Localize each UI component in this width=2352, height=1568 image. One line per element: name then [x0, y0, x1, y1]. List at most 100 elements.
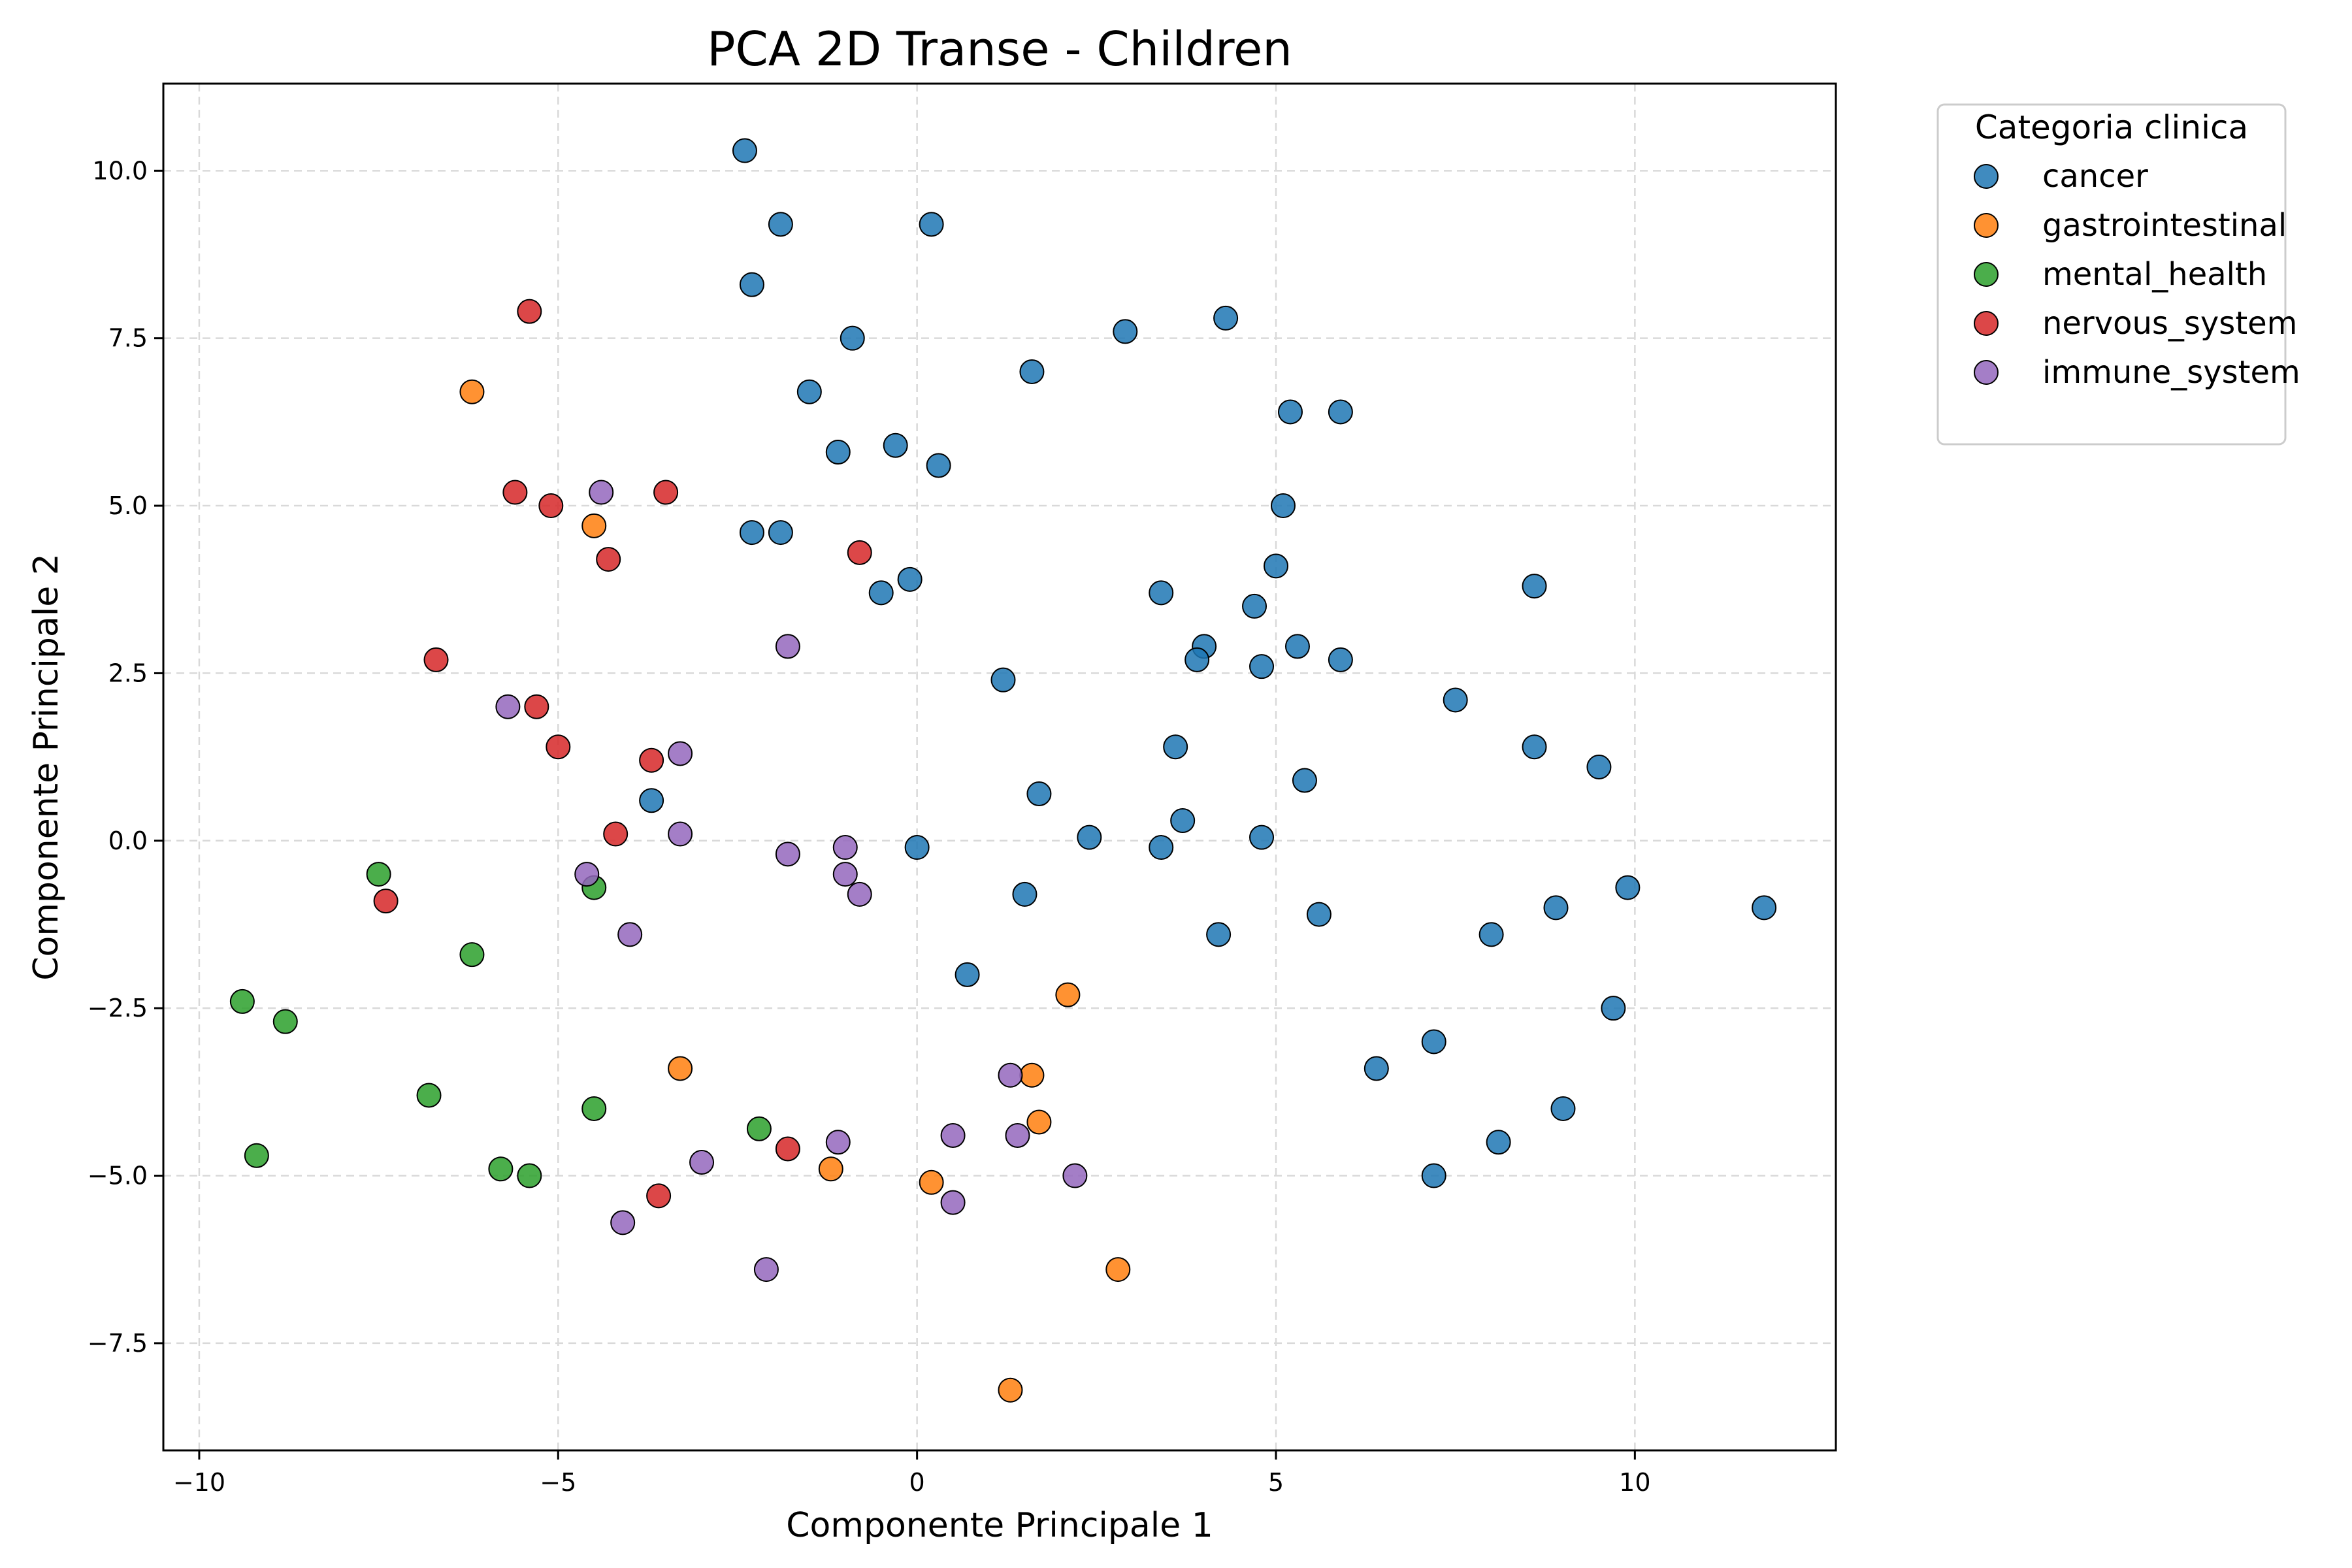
data-point-immune_system — [689, 1150, 715, 1175]
data-point-cancer — [840, 325, 865, 351]
x-tick-label: 0 — [909, 1468, 925, 1497]
legend-item-nervous_system: nervous_system — [1974, 305, 2297, 342]
data-point-cancer — [768, 212, 793, 237]
data-point-cancer — [1421, 1163, 1446, 1188]
data-point-cancer — [1113, 319, 1138, 344]
data-point-cancer — [1601, 996, 1626, 1021]
legend-item-mental_health: mental_health — [1974, 256, 2267, 293]
data-point-mental_health — [272, 1009, 298, 1034]
data-point-immune_system — [753, 1257, 779, 1282]
data-point-cancer — [1421, 1029, 1446, 1054]
data-point-mental_health — [581, 1096, 607, 1121]
y-tick-label: 5.0 — [108, 491, 148, 520]
data-point-gastrointestinal — [1105, 1257, 1131, 1282]
data-point-cancer — [739, 520, 764, 546]
data-point-cancer — [1170, 808, 1196, 834]
data-point-cancer — [1615, 875, 1641, 900]
y-axis-label: Componente Principale 2 — [27, 553, 66, 981]
data-point-cancer — [919, 212, 944, 237]
data-point-immune_system — [617, 922, 643, 947]
scatter-points — [229, 138, 1777, 1403]
data-point-nervous_system — [603, 821, 629, 847]
data-point-nervous_system — [639, 747, 664, 773]
data-point-gastrointestinal — [668, 1056, 693, 1081]
data-point-cancer — [1486, 1130, 1511, 1155]
data-point-gastrointestinal — [919, 1169, 944, 1195]
legend-title: Categoria clinica — [1975, 108, 2248, 146]
data-point-immune_system — [847, 881, 872, 907]
data-point-immune_system — [668, 741, 693, 766]
x-tick-label: −10 — [173, 1468, 225, 1497]
data-point-cancer — [1328, 647, 1353, 672]
series-immune_system — [495, 480, 1088, 1282]
data-point-cancer — [926, 453, 951, 478]
y-tick-label: 10.0 — [92, 156, 148, 185]
legend-label: immune_system — [2042, 354, 2300, 391]
data-point-immune_system — [1005, 1123, 1030, 1149]
data-point-cancer — [1264, 553, 1289, 579]
data-point-immune_system — [668, 821, 693, 847]
legend-label: cancer — [2042, 158, 2148, 195]
x-tick-label: 10 — [1619, 1468, 1650, 1497]
data-point-cancer — [904, 835, 930, 860]
plot-area-frame — [162, 82, 1837, 1452]
data-point-cancer — [1184, 647, 1210, 672]
legend-marker — [1974, 164, 1999, 189]
data-point-cancer — [796, 379, 822, 404]
data-point-gastrointestinal — [998, 1377, 1023, 1403]
data-point-mental_health — [746, 1116, 772, 1141]
data-point-cancer — [1752, 895, 1777, 921]
data-point-gastrointestinal — [1055, 982, 1081, 1007]
data-point-gastrointestinal — [818, 1156, 843, 1182]
data-point-cancer — [1364, 1056, 1389, 1081]
data-point-cancer — [1277, 399, 1303, 425]
data-point-cancer — [1149, 580, 1174, 606]
data-point-immune_system — [495, 694, 521, 719]
data-point-mental_health — [416, 1083, 442, 1108]
x-axis-label: Componente Principale 1 — [786, 1506, 1213, 1545]
data-point-nervous_system — [423, 647, 449, 672]
data-point-cancer — [1206, 922, 1232, 947]
y-tick-label: −5.0 — [88, 1162, 148, 1190]
data-point-immune_system — [998, 1062, 1023, 1088]
x-tick-label: −5 — [540, 1468, 576, 1497]
y-axis-ticks: −7.5 −5.0 −2.5 0.0 2.5 5.0 7.5 10.0 — [88, 156, 163, 1358]
data-point-cancer — [1242, 593, 1267, 619]
data-point-cancer — [1292, 768, 1317, 793]
data-point-cancer — [1443, 687, 1468, 713]
data-point-cancer — [1249, 654, 1275, 679]
data-point-immune_system — [775, 841, 800, 867]
legend-item-cancer: cancer — [1974, 158, 2148, 195]
data-point-nervous_system — [653, 480, 679, 505]
data-point-nervous_system — [546, 734, 571, 760]
data-point-immune_system — [825, 1130, 851, 1155]
legend-marker — [1974, 262, 1999, 287]
legend: Categoria clinica cancer gastrointestinal… — [1936, 103, 2300, 446]
data-point-cancer — [1522, 574, 1547, 599]
legend-items: cancer gastrointestinal mental_healthnervo… — [1974, 158, 2300, 391]
legend-label: nervous_system — [2042, 305, 2297, 342]
legend-label: mental_health — [2042, 256, 2267, 293]
data-point-mental_health — [229, 988, 255, 1014]
legend-marker — [1974, 311, 1999, 336]
data-point-cancer — [1019, 359, 1045, 384]
data-point-nervous_system — [502, 480, 528, 505]
data-point-immune_system — [940, 1190, 966, 1215]
data-point-cancer — [1328, 399, 1353, 425]
data-point-cancer — [1478, 922, 1504, 947]
y-tick-label: −7.5 — [88, 1329, 148, 1358]
series-gastrointestinal — [459, 379, 1131, 1403]
legend-box — [1936, 103, 2287, 446]
data-point-cancer — [1012, 881, 1037, 907]
data-point-cancer — [1306, 902, 1331, 927]
data-point-cancer — [1249, 825, 1275, 850]
y-tick-label: 0.0 — [108, 826, 148, 855]
data-point-nervous_system — [538, 493, 564, 519]
series-cancer — [639, 138, 1777, 1188]
data-point-nervous_system — [517, 299, 542, 324]
data-point-immune_system — [574, 862, 600, 887]
data-point-mental_health — [488, 1156, 514, 1182]
data-point-cancer — [825, 440, 851, 465]
